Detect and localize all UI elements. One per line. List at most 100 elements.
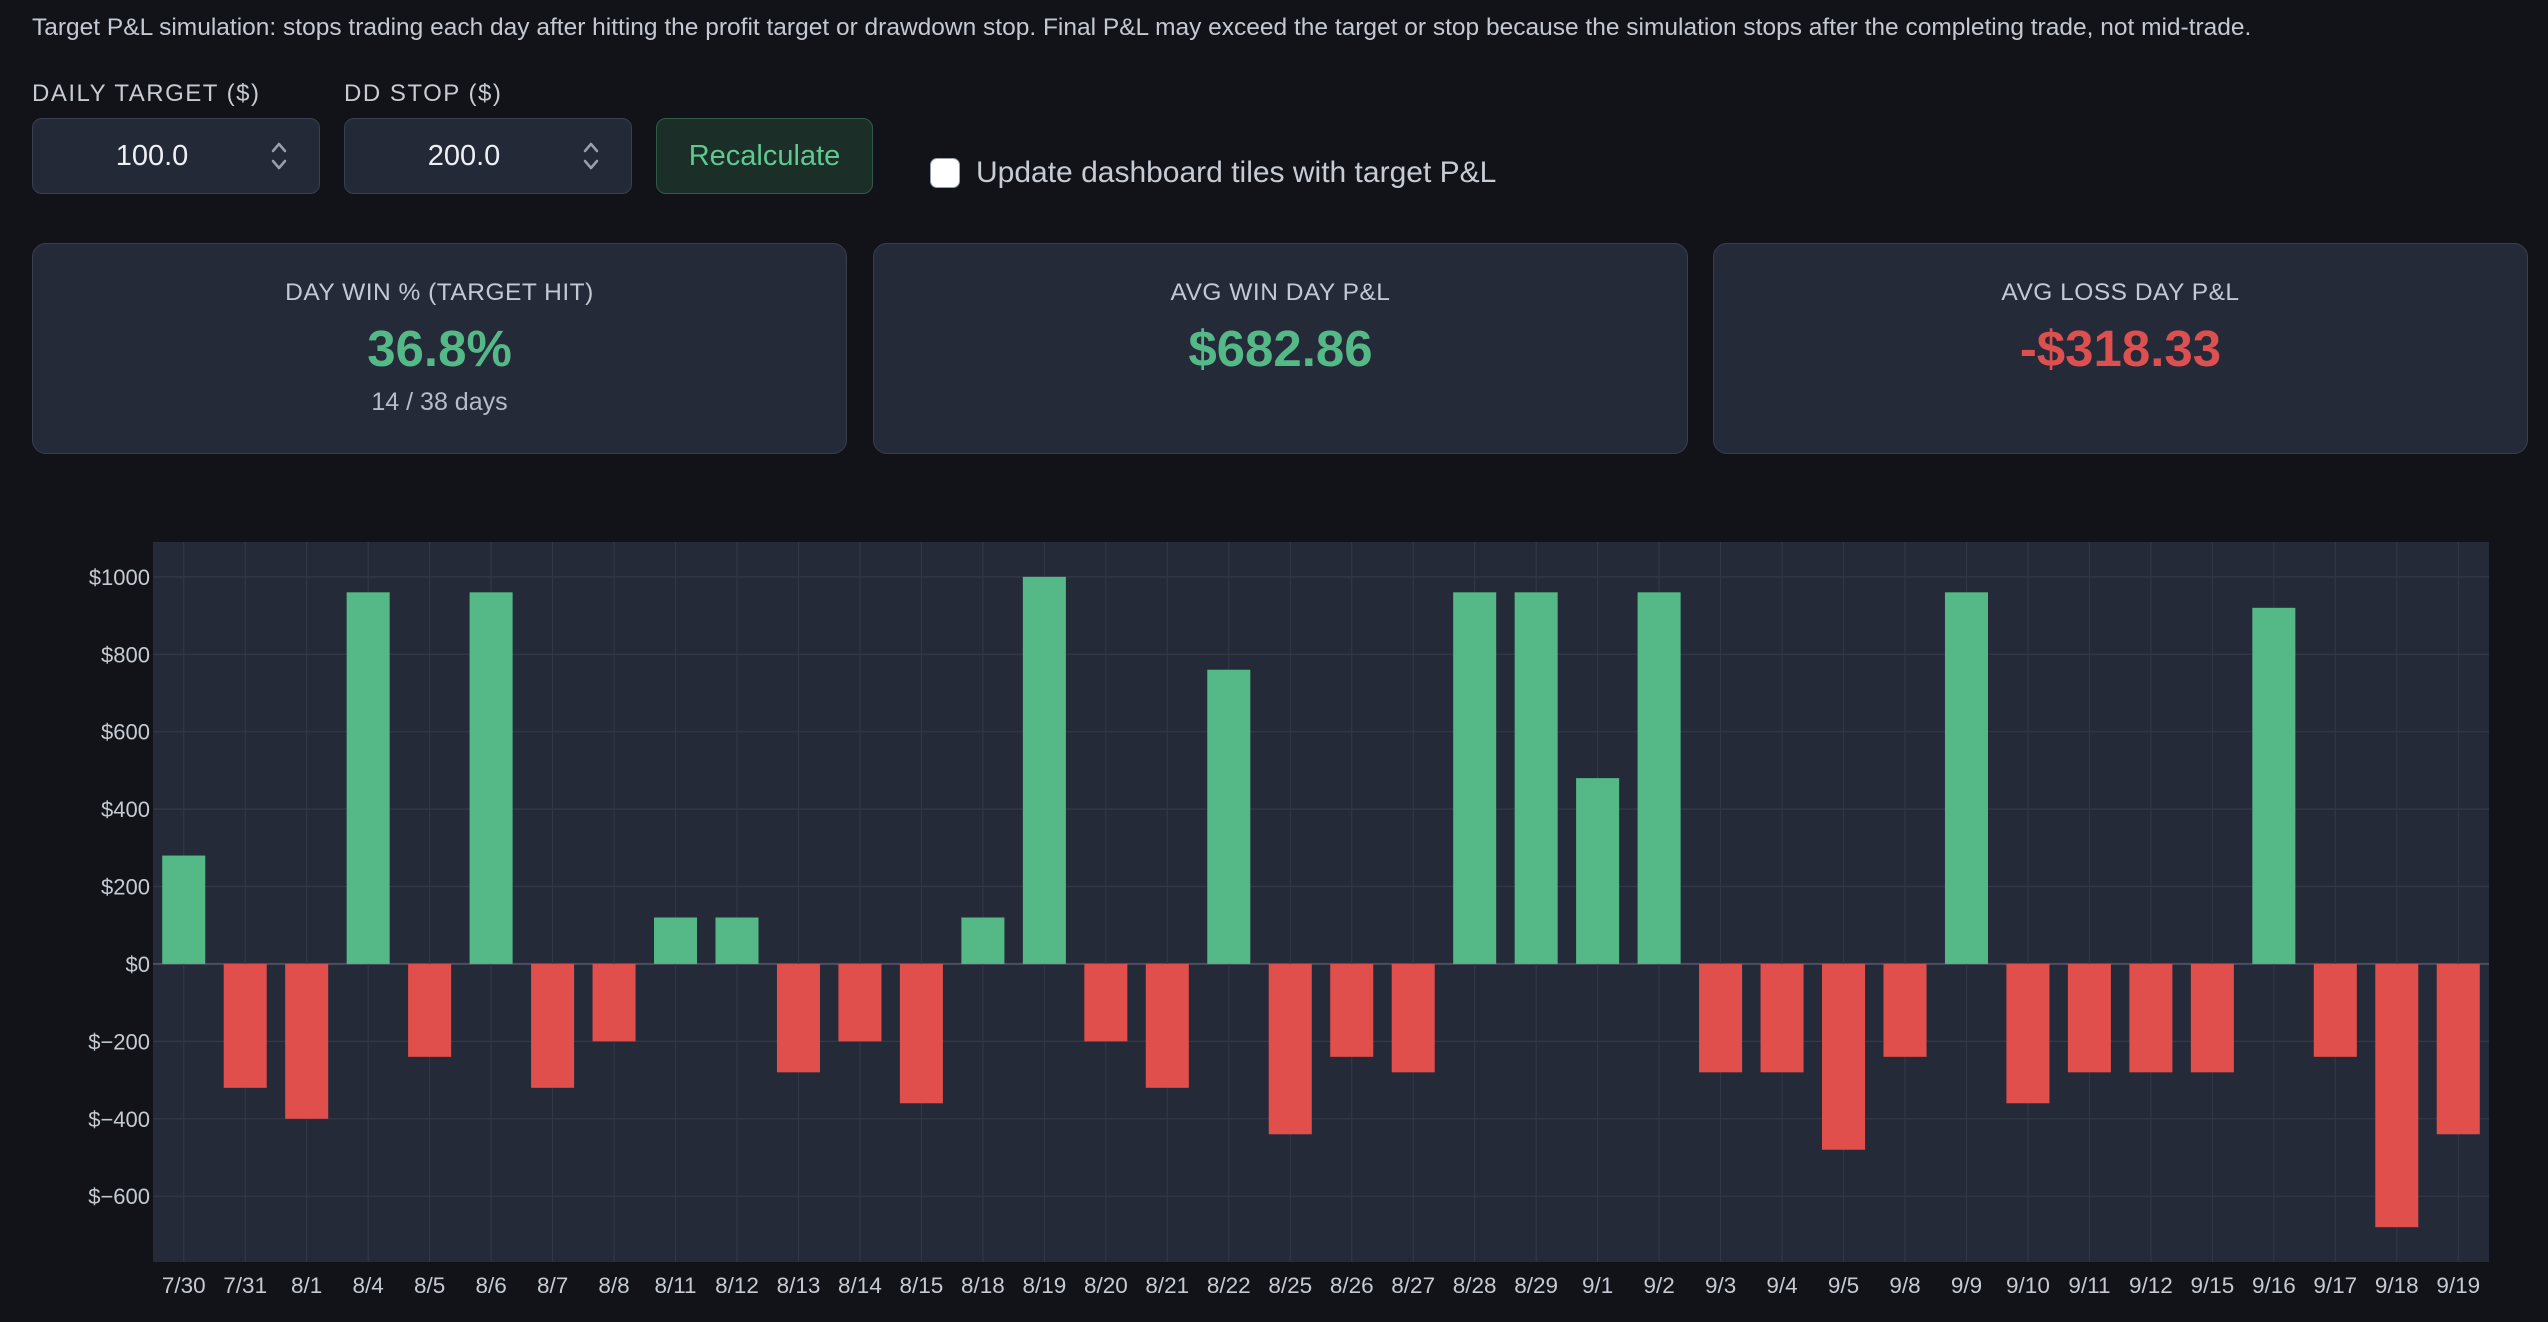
bar xyxy=(2006,963,2050,1104)
bar xyxy=(1883,963,1927,1057)
y-tick-label: $−600 xyxy=(88,1184,150,1209)
simulation-description: Target P&L simulation: stops trading eac… xyxy=(32,14,2252,41)
y-tick-label: $800 xyxy=(101,642,150,667)
x-tick-label: 8/15 xyxy=(900,1273,944,1298)
x-tick-label: 9/12 xyxy=(2129,1273,2173,1298)
dd-stop-value[interactable]: 200.0 xyxy=(427,139,501,172)
x-tick-label: 8/1 xyxy=(291,1273,322,1298)
x-tick-label: 9/11 xyxy=(2068,1273,2110,1298)
bar xyxy=(2436,963,2480,1135)
bar xyxy=(1022,576,1066,964)
x-tick-label: 8/22 xyxy=(1207,1273,1251,1298)
daily-target-stepper-icon[interactable] xyxy=(261,134,297,178)
x-tick-label: 8/6 xyxy=(475,1273,506,1298)
bar xyxy=(408,963,452,1057)
x-tick-label: 8/20 xyxy=(1084,1273,1128,1298)
x-tick-label: 9/5 xyxy=(1828,1273,1859,1298)
daily-target-input[interactable]: 100.0 xyxy=(32,118,320,194)
x-tick-label: 9/2 xyxy=(1643,1273,1674,1298)
bar xyxy=(285,963,329,1119)
bar xyxy=(715,917,759,964)
x-tick-label: 7/30 xyxy=(162,1273,206,1298)
x-tick-label: 8/28 xyxy=(1453,1273,1497,1298)
avg-loss-card-value: -$318.33 xyxy=(2019,320,2222,377)
bar xyxy=(899,963,943,1104)
dd-stop-stepper-icon[interactable] xyxy=(573,134,609,178)
bar xyxy=(2129,963,2173,1073)
x-tick-label: 8/14 xyxy=(838,1273,882,1298)
bar xyxy=(1699,963,1743,1073)
x-tick-label: 9/18 xyxy=(2375,1273,2419,1298)
avg-win-card-value: $682.86 xyxy=(1188,320,1373,377)
y-tick-label: $0 xyxy=(126,952,150,977)
x-tick-label: 8/13 xyxy=(777,1273,821,1298)
daily-target-value[interactable]: 100.0 xyxy=(115,139,189,172)
y-tick-label: $1000 xyxy=(89,565,150,590)
day-win-card-title: DAY WIN % (TARGET HIT) xyxy=(285,279,594,306)
bar xyxy=(776,963,820,1073)
bar xyxy=(223,963,267,1088)
x-tick-label: 9/17 xyxy=(2313,1273,2357,1298)
x-tick-label: 8/4 xyxy=(353,1273,384,1298)
bar xyxy=(1514,592,1558,964)
day-win-card: DAY WIN % (TARGET HIT) 36.8% 14 / 38 day… xyxy=(32,243,847,454)
x-tick-label: 9/8 xyxy=(1889,1273,1920,1298)
bar xyxy=(2190,963,2234,1073)
update-tiles-checkbox[interactable] xyxy=(930,158,960,188)
x-tick-label: 9/1 xyxy=(1582,1273,1613,1298)
x-tick-label: 9/15 xyxy=(2190,1273,2234,1298)
update-tiles-label[interactable]: Update dashboard tiles with target P&L xyxy=(976,156,1497,189)
bar xyxy=(1576,778,1620,964)
plot-area xyxy=(153,542,2489,1262)
bar xyxy=(1084,963,1128,1042)
y-tick-label: $−400 xyxy=(88,1107,150,1132)
bar xyxy=(346,592,390,964)
x-tick-label: 9/10 xyxy=(2006,1273,2050,1298)
x-tick-label: 8/27 xyxy=(1391,1273,1435,1298)
x-tick-label: 8/7 xyxy=(537,1273,568,1298)
x-tick-label: 8/25 xyxy=(1268,1273,1312,1298)
bar xyxy=(961,917,1005,964)
x-tick-label: 9/19 xyxy=(2436,1273,2480,1298)
x-tick-label: 9/4 xyxy=(1766,1273,1797,1298)
bar xyxy=(1330,963,1374,1057)
daily-pnl-bar-chart: $1000 $800 $600 $400 $200 $0 $−200 $−400 $−600 7/… xyxy=(88,542,2489,1298)
bar xyxy=(1760,963,1804,1073)
bar xyxy=(2067,963,2111,1073)
bar xyxy=(1145,963,1189,1088)
avg-loss-card: AVG LOSS DAY P&L -$318.33 xyxy=(1713,243,2528,454)
x-tick-label: 9/16 xyxy=(2252,1273,2296,1298)
bar xyxy=(1944,592,1988,964)
bar xyxy=(531,963,575,1088)
x-tick-label: 8/19 xyxy=(1022,1273,1066,1298)
x-tick-label: 8/18 xyxy=(961,1273,1005,1298)
x-tick-label: 7/31 xyxy=(223,1273,267,1298)
day-win-card-value: 36.8% xyxy=(367,320,512,377)
x-tick-label: 8/21 xyxy=(1145,1273,1189,1298)
y-tick-label: $400 xyxy=(101,797,150,822)
bar xyxy=(1453,592,1497,964)
x-tick-label: 8/11 xyxy=(654,1273,696,1298)
bar xyxy=(654,917,698,964)
bar xyxy=(469,592,513,964)
bar xyxy=(162,855,206,964)
bar xyxy=(1207,669,1251,964)
bar xyxy=(2313,963,2357,1057)
x-tick-label: 8/12 xyxy=(715,1273,759,1298)
day-win-card-sub: 14 / 38 days xyxy=(371,388,508,416)
daily-target-label: DAILY TARGET ($) xyxy=(32,80,261,107)
bar xyxy=(838,963,882,1042)
x-tick-label: 9/3 xyxy=(1705,1273,1736,1298)
dd-stop-input[interactable]: 200.0 xyxy=(344,118,632,194)
x-tick-label: 8/5 xyxy=(414,1273,445,1298)
bar xyxy=(1822,963,1866,1150)
x-tick-label: 8/29 xyxy=(1514,1273,1558,1298)
bar xyxy=(2252,607,2296,964)
bar xyxy=(1637,592,1681,964)
avg-win-card-title: AVG WIN DAY P&L xyxy=(1170,279,1391,306)
bar xyxy=(2375,963,2419,1228)
recalculate-button[interactable]: Recalculate xyxy=(656,118,873,194)
bar xyxy=(1268,963,1312,1135)
x-tick-label: 8/8 xyxy=(598,1273,629,1298)
avg-loss-card-title: AVG LOSS DAY P&L xyxy=(2001,279,2240,306)
